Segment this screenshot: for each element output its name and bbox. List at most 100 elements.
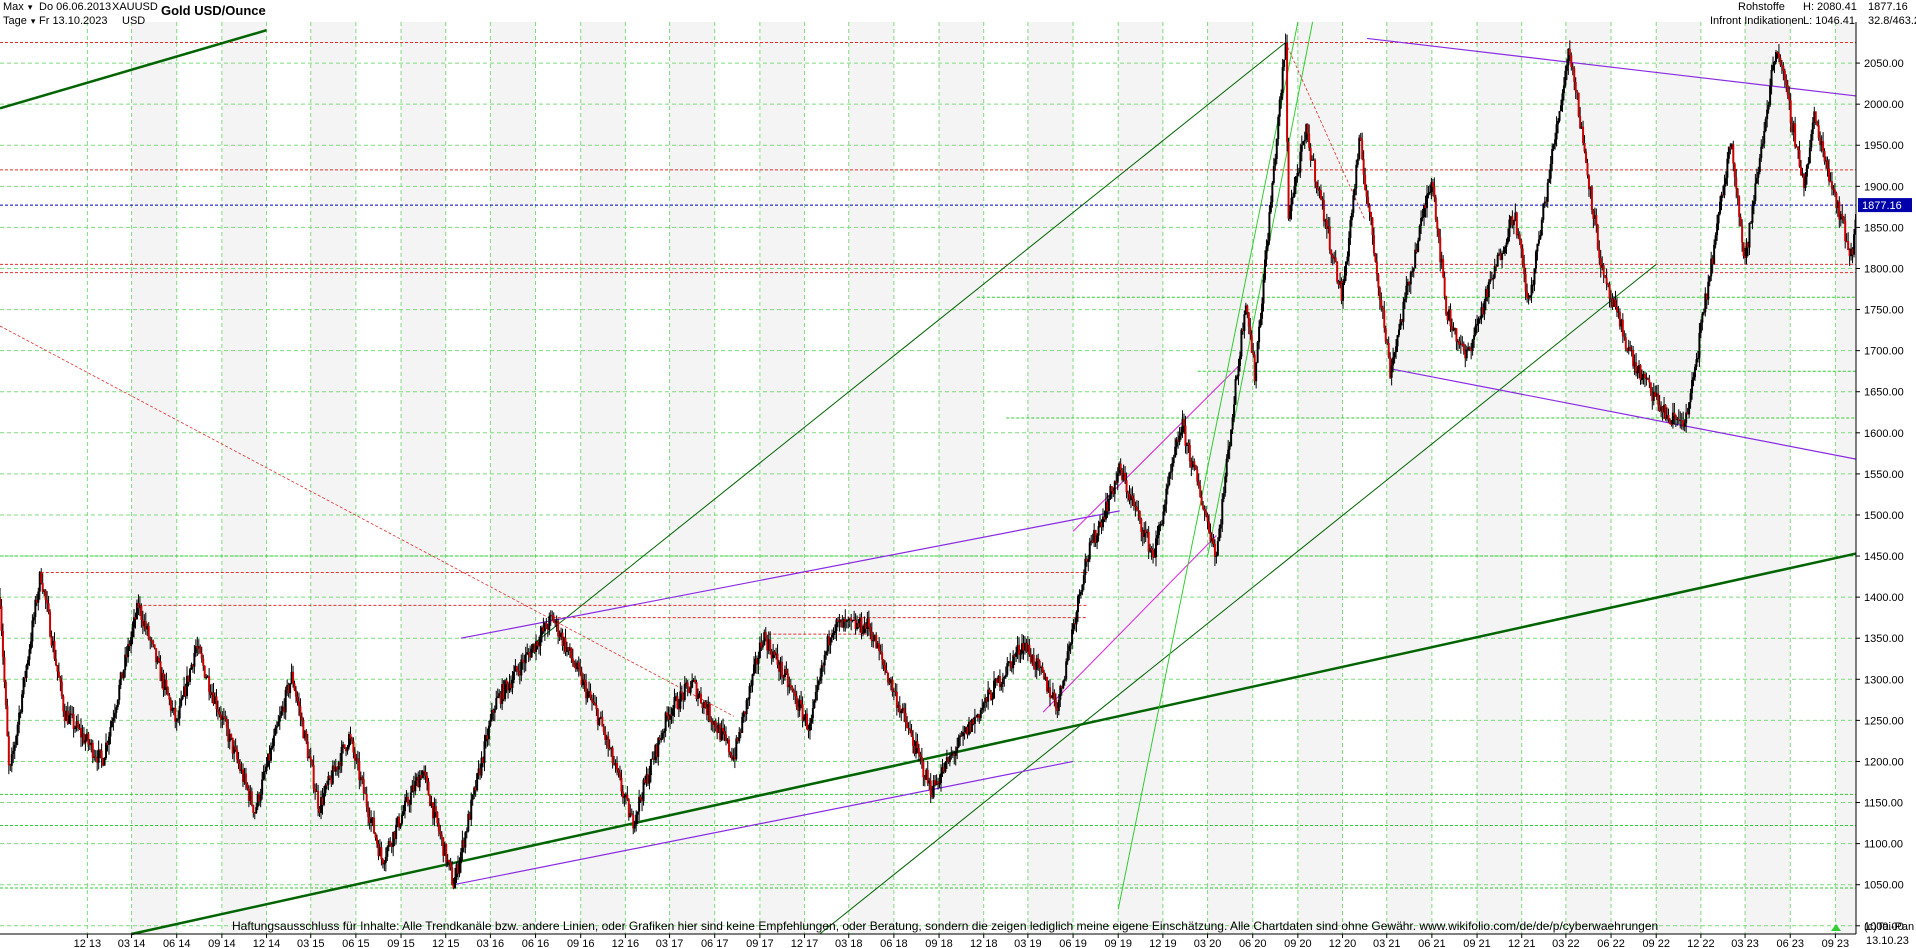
candle-body [859, 617, 862, 628]
candle-body [474, 787, 477, 791]
candle-body [1436, 219, 1439, 229]
candle-body [47, 603, 50, 612]
candle-body [1571, 66, 1574, 69]
candle-body [825, 651, 828, 656]
candle-body [1754, 183, 1757, 201]
candle-body [1038, 660, 1041, 668]
candle-body [1203, 509, 1206, 512]
y-tick-label: 2000.00 [1864, 99, 1904, 111]
candle-body [1527, 297, 1530, 299]
candle-body [449, 862, 452, 868]
candle-body [147, 626, 150, 639]
candle-body [144, 621, 147, 630]
candle-body [1730, 144, 1733, 150]
candle-body [1206, 515, 1209, 522]
candle-body [530, 648, 533, 658]
candle-body [94, 756, 97, 758]
candle-body [1526, 291, 1529, 298]
candle-body [1573, 68, 1576, 82]
candle-body [1178, 435, 1181, 442]
candle-body [1590, 186, 1593, 211]
candle-body [844, 618, 847, 622]
candle-body [1461, 343, 1464, 345]
candle-body [991, 698, 994, 700]
candle-body [970, 719, 973, 732]
candle-body [1523, 263, 1526, 275]
candle-body [368, 816, 371, 823]
candle-body [536, 641, 539, 646]
candle-body [808, 722, 811, 731]
candle-body [429, 795, 432, 806]
candle-body [658, 737, 661, 740]
candle-body [895, 691, 898, 708]
candle-body [1679, 420, 1682, 422]
candle-body [272, 735, 275, 746]
candle-body [165, 679, 168, 688]
x-tick-label: 06 15 [342, 938, 370, 948]
candle-body [343, 744, 346, 748]
candle-body [1062, 680, 1065, 689]
candle-body [1663, 404, 1666, 413]
candle-body [1471, 339, 1474, 351]
candle-body [1334, 257, 1337, 262]
candle-body [826, 636, 829, 652]
candle-body [178, 705, 181, 719]
y-tick-label: 1400.00 [1864, 592, 1904, 604]
candle-body [244, 773, 247, 784]
interval-dropdown[interactable]: Tage [3, 15, 35, 27]
candle-body [1330, 249, 1333, 256]
candle-body [194, 646, 197, 654]
candle-body [510, 683, 513, 689]
candle-body [663, 731, 666, 733]
candle-body [739, 731, 742, 733]
candle-body [452, 884, 455, 889]
scroll-marker-icon[interactable] [1831, 924, 1841, 931]
shading-band [1835, 22, 1856, 934]
candle-body [1281, 67, 1284, 94]
candle-body [660, 738, 663, 740]
candle-body [1019, 653, 1022, 655]
candle-body [1828, 168, 1831, 182]
candle-body [1383, 309, 1386, 328]
candle-body [1640, 377, 1643, 381]
candle-body [935, 781, 938, 786]
candle-body [7, 736, 10, 766]
candle-body [1346, 256, 1349, 262]
candle-body [540, 627, 543, 636]
candle-body [19, 712, 22, 714]
candle-body [579, 667, 582, 672]
x-tick-label: 06 17 [701, 938, 729, 948]
candle-body [1698, 332, 1701, 358]
candle-body [742, 711, 745, 717]
candle-body [1456, 341, 1459, 343]
low-value: L: 1046.41 [1803, 15, 1855, 27]
candle-body [875, 634, 878, 649]
y-tick-label: 1450.00 [1864, 551, 1904, 563]
candle-body [1520, 240, 1523, 249]
candle-body [1319, 190, 1322, 200]
candle-body [44, 590, 47, 600]
candle-body [1537, 239, 1540, 244]
candle-body [102, 758, 105, 766]
range-dropdown[interactable]: Max [3, 1, 32, 13]
candle-body [1570, 55, 1573, 67]
candle-body [934, 780, 937, 786]
candle-body [577, 662, 580, 668]
candle-body [716, 728, 719, 733]
candle-body [1529, 295, 1532, 298]
candle-body [71, 713, 74, 715]
candle-body [280, 711, 283, 717]
candle-body [988, 689, 991, 693]
candle-body [1443, 277, 1446, 296]
candle-body [297, 701, 300, 707]
candle-body [1489, 279, 1492, 282]
candle-body [498, 693, 501, 697]
candle-body [1514, 212, 1517, 221]
candle-body [1502, 252, 1505, 254]
candle-body [1437, 228, 1440, 238]
disclaimer-text: Haftungsausschluss für Inhalte: Alle Tre… [232, 919, 1659, 933]
candle-body [1744, 255, 1747, 258]
candle-body [121, 672, 124, 679]
candle-body [1090, 540, 1093, 543]
